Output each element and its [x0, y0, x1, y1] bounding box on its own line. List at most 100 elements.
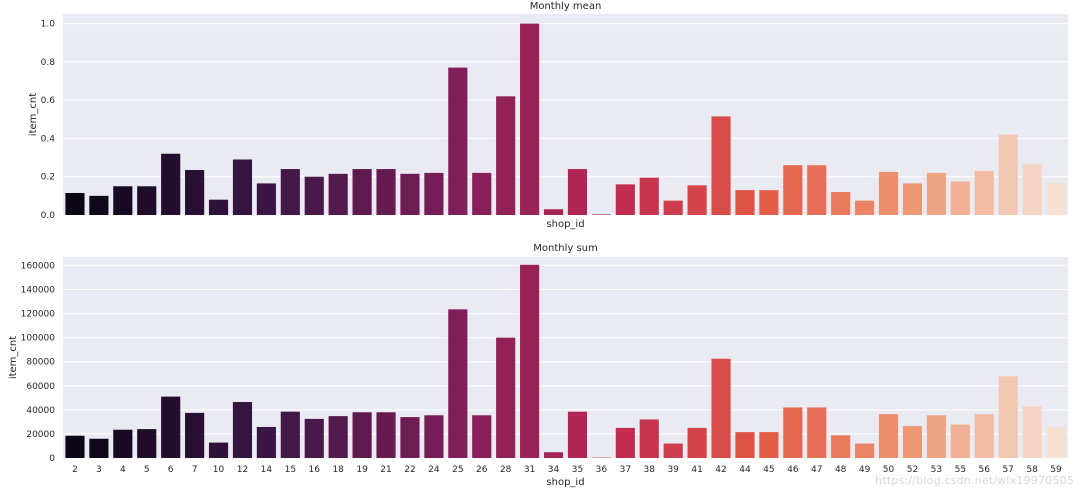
- x-tick-label: 18: [332, 465, 344, 475]
- x-tick-label: 19: [356, 465, 368, 475]
- x-tick-label: 24: [428, 465, 440, 475]
- bar: [639, 419, 659, 458]
- y-tick-label: 40000: [26, 406, 55, 416]
- bar: [878, 171, 899, 215]
- x-tick-label: 15: [285, 465, 296, 475]
- bar: [902, 426, 923, 458]
- x-tick-label: 45: [763, 465, 774, 475]
- y-tick-label: 140000: [21, 285, 56, 295]
- bar: [89, 438, 109, 458]
- x-tick-label: 25: [452, 465, 463, 475]
- bar: [807, 165, 827, 215]
- bar: [113, 429, 133, 458]
- x-tick-label: 59: [1050, 465, 1062, 475]
- x-tick-label: 56: [979, 465, 991, 475]
- bar: [783, 407, 803, 458]
- bar: [256, 426, 276, 458]
- bar: [663, 443, 683, 458]
- bar: [687, 185, 707, 215]
- bar: [998, 134, 1018, 215]
- y-tick-label: 20000: [26, 430, 55, 440]
- y-tick-label: 80000: [26, 358, 55, 368]
- bar: [89, 195, 109, 215]
- bar: [591, 214, 611, 215]
- x-tick-label: 12: [237, 465, 248, 475]
- x-tick-label: 48: [835, 465, 847, 475]
- x-axis-label: shop_id: [546, 219, 584, 230]
- bar: [304, 418, 324, 458]
- chart-title: Monthly mean: [530, 1, 602, 12]
- bar: [759, 190, 779, 215]
- bar: [974, 414, 994, 458]
- bar: [496, 96, 516, 215]
- bar: [256, 183, 276, 215]
- bar: [496, 337, 516, 458]
- x-tick-label: 3: [96, 465, 102, 475]
- x-tick-label: 21: [380, 465, 391, 475]
- bar: [137, 186, 157, 215]
- y-tick-label: 60000: [26, 382, 55, 392]
- x-tick-label: 36: [596, 465, 608, 475]
- bar: [663, 200, 683, 215]
- bar: [974, 170, 994, 215]
- x-tick-label: 7: [192, 465, 198, 475]
- y-tick-label: 120000: [21, 310, 56, 320]
- bar: [543, 452, 564, 458]
- bar: [185, 412, 205, 458]
- bar: [400, 173, 420, 215]
- x-tick-label: 14: [261, 465, 273, 475]
- y-axis-label: item_cnt: [8, 336, 19, 379]
- x-tick-label: 57: [1002, 465, 1013, 475]
- x-tick-label: 46: [787, 465, 799, 475]
- bar: [926, 415, 946, 458]
- bar: [687, 427, 707, 458]
- x-tick-label: 10: [213, 465, 225, 475]
- bar: [232, 159, 253, 215]
- bar: [448, 309, 468, 458]
- bar: [65, 435, 85, 458]
- bar: [185, 170, 205, 215]
- bar: [926, 172, 946, 215]
- x-tick-label: 34: [548, 465, 560, 475]
- bar: [615, 184, 635, 215]
- x-tick-label: 47: [811, 465, 822, 475]
- bar: [831, 192, 851, 215]
- bar: [783, 165, 803, 215]
- bar: [950, 181, 970, 215]
- bar: [831, 435, 851, 458]
- plot-area: [63, 257, 1068, 458]
- x-tick-label: 16: [309, 465, 321, 475]
- bar: [352, 412, 372, 458]
- bar: [567, 169, 588, 215]
- x-tick-label: 49: [859, 465, 871, 475]
- bar: [137, 429, 157, 458]
- y-tick-label: 0: [49, 454, 55, 464]
- x-tick-label: 52: [907, 465, 918, 475]
- y-tick-label: 160000: [21, 261, 56, 271]
- bar: [520, 264, 540, 458]
- x-tick-label: 22: [404, 465, 415, 475]
- bar: [424, 172, 444, 215]
- x-tick-label: 50: [883, 465, 895, 475]
- bar: [711, 116, 731, 215]
- x-tick-label: 4: [120, 465, 126, 475]
- x-tick-label: 42: [715, 465, 726, 475]
- bar: [759, 432, 779, 458]
- bar: [1046, 426, 1066, 458]
- y-tick-label: 0.6: [41, 96, 56, 106]
- y-tick-label: 1.0: [41, 20, 56, 30]
- bar: [1022, 406, 1042, 458]
- x-tick-label: 55: [955, 465, 966, 475]
- x-tick-label: 44: [739, 465, 751, 475]
- y-tick-label: 0.4: [41, 134, 56, 144]
- bar: [161, 396, 181, 458]
- bar: [208, 442, 229, 458]
- bar: [376, 169, 396, 215]
- bar: [448, 67, 468, 215]
- x-tick-label: 53: [931, 465, 942, 475]
- x-tick-label: 39: [667, 465, 679, 475]
- bar: [711, 358, 731, 458]
- bar: [113, 186, 133, 215]
- x-tick-label: 41: [691, 465, 702, 475]
